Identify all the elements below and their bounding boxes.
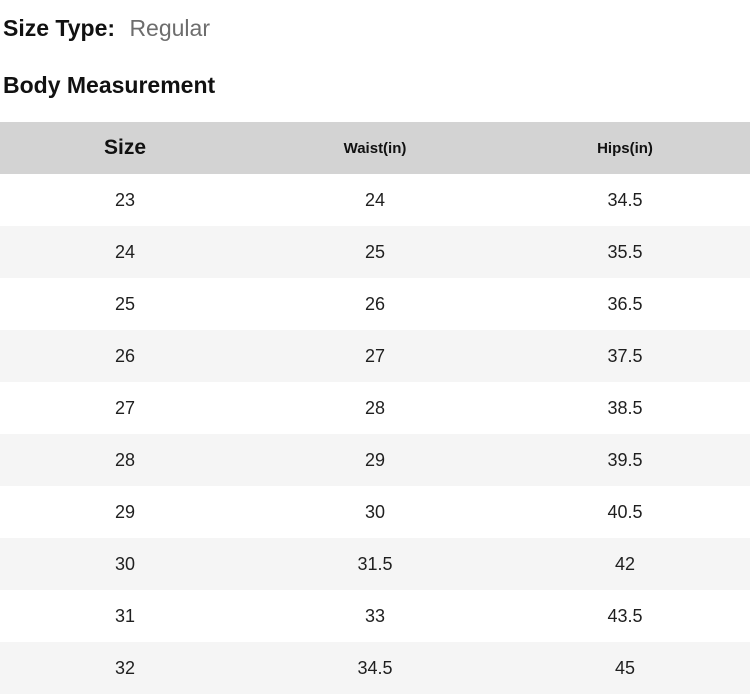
size-type-value: Regular [129, 15, 210, 41]
table-cell: 40.5 [607, 501, 643, 522]
table-cell: 30 [114, 553, 136, 574]
table-cell: 39.5 [607, 449, 643, 470]
size-type-label: Size Type: [3, 15, 116, 41]
table-cell: 34.5 [357, 657, 393, 678]
table-cell: 32 [114, 657, 136, 678]
table-cell: 38.5 [607, 397, 643, 418]
table-row: 25 26 36.5 [0, 278, 750, 330]
table-row: 31 33 43.5 [0, 590, 750, 642]
table-row: 27 28 38.5 [0, 382, 750, 434]
table-cell: 23 [114, 189, 136, 210]
table-row: 28 29 39.5 [0, 434, 750, 486]
table-row: 30 31.5 42 [0, 538, 750, 590]
table-row: 24 25 35.5 [0, 226, 750, 278]
table-cell: 31.5 [357, 553, 393, 574]
table-cell: 36.5 [607, 293, 643, 314]
table-cell: 24 [364, 189, 386, 210]
size-chart-panel: Size Type: Regular Body Measurement Size… [0, 14, 750, 694]
table-cell: 34.5 [607, 189, 643, 210]
table-row: 29 30 40.5 [0, 486, 750, 538]
table-cell: 25 [114, 293, 136, 314]
table-head: Size Waist(in) Hips(in) [0, 122, 750, 174]
table-body: 23 24 34.5 24 25 35.5 25 26 36.5 26 27 37.5 27 28 38.5… [0, 174, 750, 694]
table-cell: 27 [364, 345, 386, 366]
table-cell: 25 [364, 241, 386, 262]
table-cell: 42 [614, 553, 636, 574]
column-header-waist-in: Waist(in) [343, 139, 407, 157]
section-title: Body Measurement [3, 72, 216, 98]
table-row: 23 24 34.5 [0, 174, 750, 226]
table-cell: 28 [114, 449, 136, 470]
table-cell: 37.5 [607, 345, 643, 366]
size-type-line: Size Type: Regular [3, 14, 750, 42]
table-cell: 45 [614, 657, 636, 678]
column-header-hips-in: Hips(in) [597, 139, 653, 157]
table-row: 26 27 37.5 [0, 330, 750, 382]
table-cell: 28 [364, 397, 386, 418]
table-cell: 29 [364, 449, 386, 470]
table-cell: 43.5 [607, 605, 643, 626]
table-cell: 30 [364, 501, 386, 522]
table-cell: 33 [364, 605, 386, 626]
table-cell: 27 [114, 397, 136, 418]
table-cell: 24 [114, 241, 136, 262]
column-header-size: Size [103, 136, 147, 159]
table-cell: 35.5 [607, 241, 643, 262]
table-cell: 29 [114, 501, 136, 522]
table-cell: 26 [114, 345, 136, 366]
body-measurement-table: Size Waist(in) Hips(in) 23 24 34.5 24 25 35.5 25… [0, 122, 750, 694]
table-header-row: Size Waist(in) Hips(in) [0, 122, 750, 174]
table-row: 32 34.5 45 [0, 642, 750, 694]
table-cell: 31 [114, 605, 136, 626]
table-cell: 26 [364, 293, 386, 314]
